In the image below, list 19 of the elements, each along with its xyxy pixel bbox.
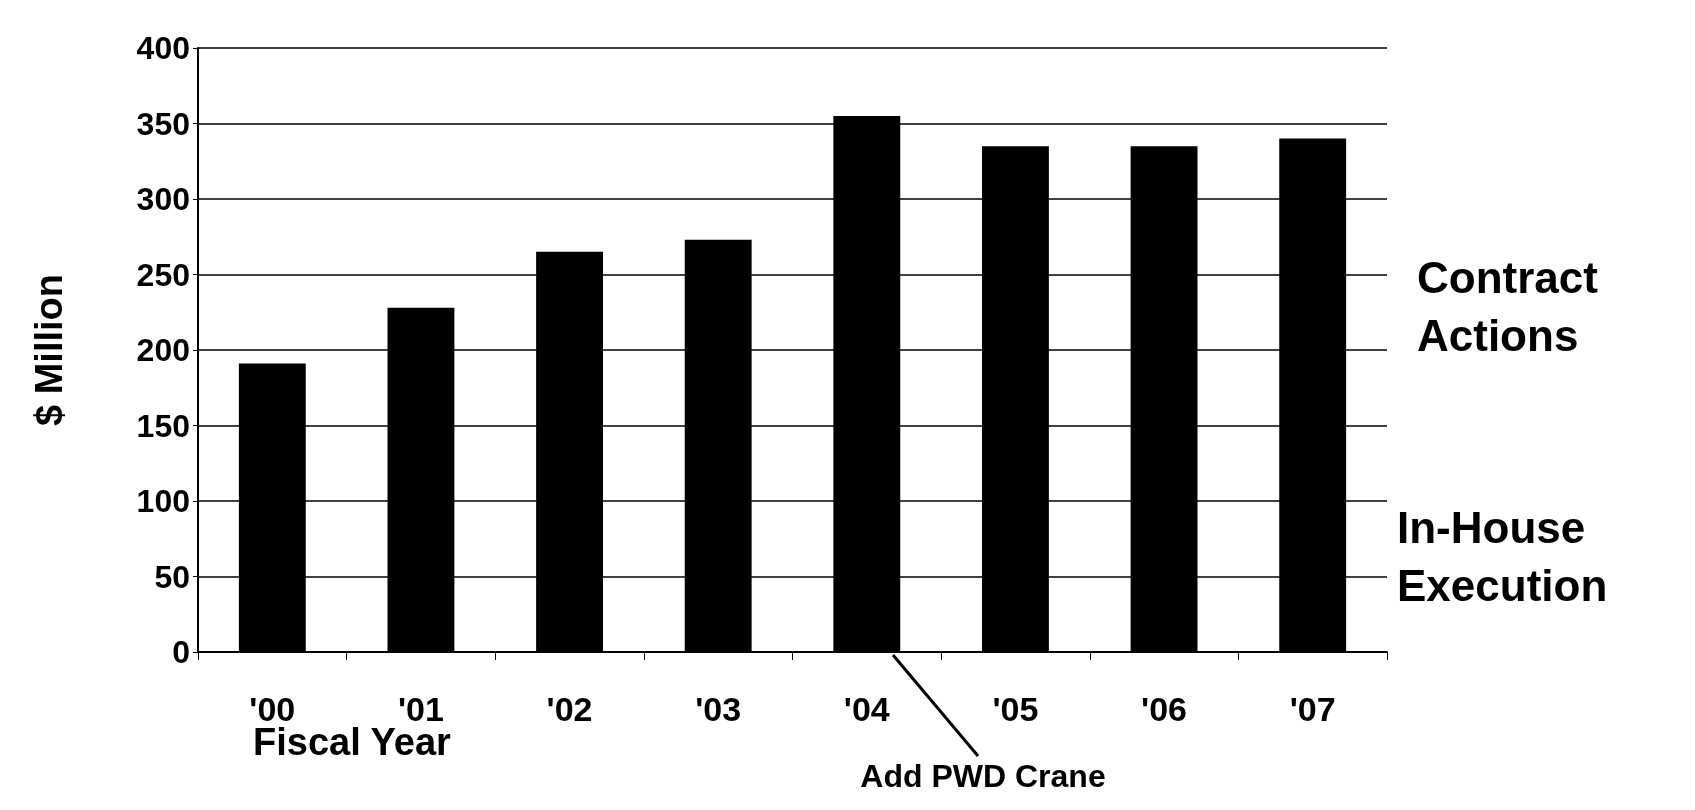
y-tick-label: 350 — [136, 105, 190, 142]
y-tick-label: 300 — [136, 181, 190, 217]
text: Contract Actions — [1417, 252, 1611, 360]
y-tick-label: 250 — [136, 256, 190, 293]
x-tick-label: '05 — [992, 690, 1039, 728]
y-tick-label: 200 — [136, 332, 190, 368]
x-tick-label: '02 — [546, 690, 593, 728]
text: In-House Execution — [1397, 502, 1608, 610]
y-tick-label: 400 — [136, 30, 190, 66]
x-tick-label: '06 — [1141, 690, 1188, 728]
y-tick-label: 100 — [136, 483, 190, 519]
x-tick-label: '07 — [1289, 690, 1336, 728]
y-tick-label: 150 — [136, 407, 190, 444]
x-tick-label: '03 — [695, 690, 742, 728]
y-tick-label: 0 — [172, 634, 190, 670]
y-axis-title: $ Million — [28, 274, 70, 426]
y-tick-label: 50 — [154, 558, 190, 595]
x-tick-label: '04 — [843, 690, 890, 728]
text: Add PWD Crane — [860, 758, 1106, 794]
